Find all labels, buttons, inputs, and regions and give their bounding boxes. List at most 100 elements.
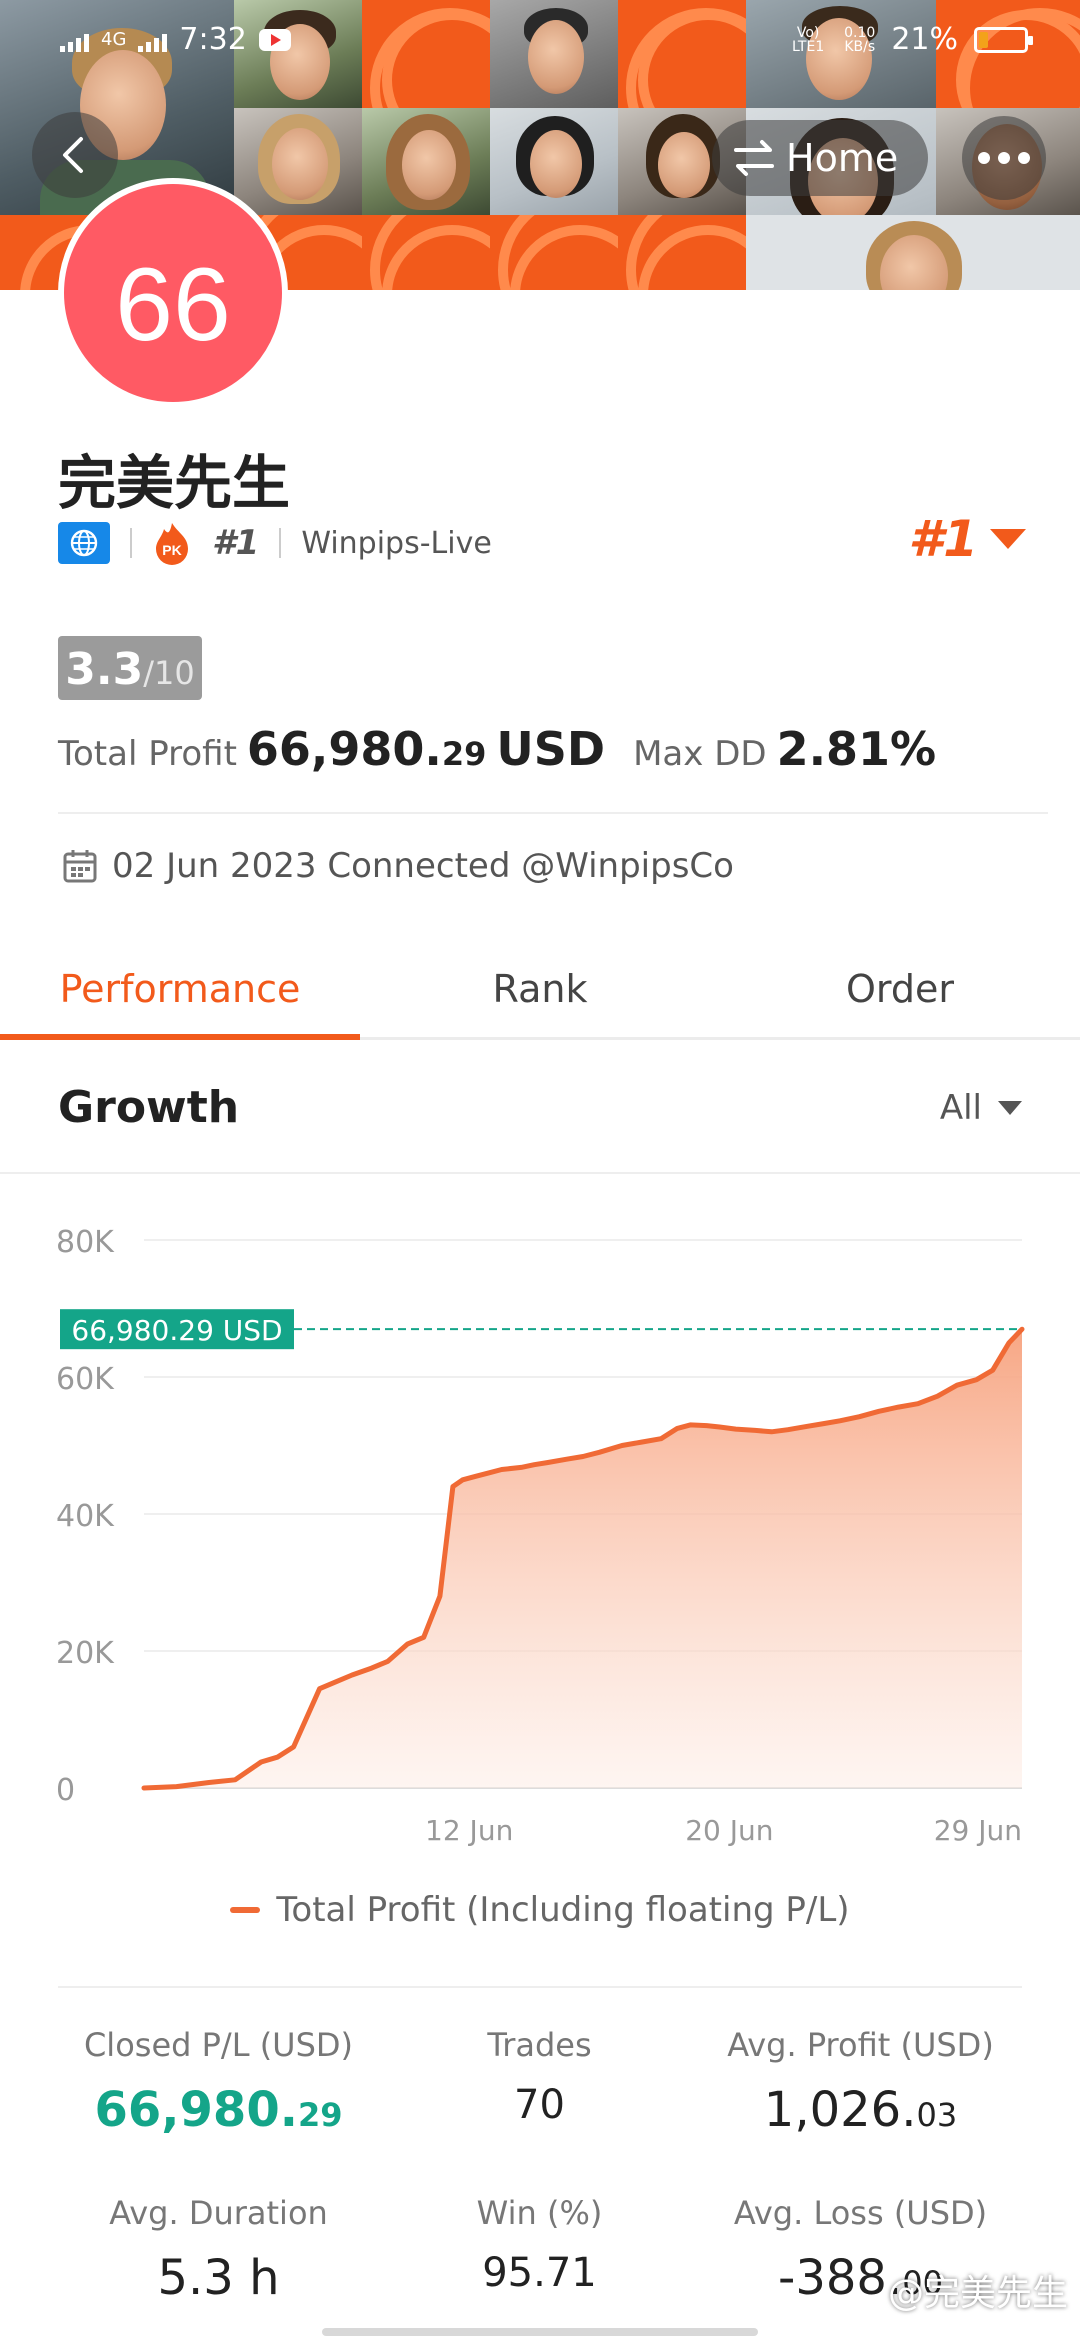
stat-value: 1,026.03	[763, 2082, 958, 2138]
tab-order[interactable]: Order	[846, 966, 954, 1011]
orange-tile	[618, 215, 746, 290]
trader-photo-6	[490, 108, 618, 215]
trader-photo-3	[234, 108, 362, 215]
total-profit-label: Total Profit	[58, 734, 237, 774]
connected-info: 02 Jun 2023 Connected @WinpipsCo	[62, 846, 734, 886]
trader-photo-5	[490, 0, 618, 108]
y-tick-label: 80K	[56, 1225, 115, 1260]
stat-label: Closed P/L (USD)	[83, 2026, 354, 2064]
watermark: @完美先生	[887, 2273, 1068, 2314]
svg-text:PK: PK	[162, 542, 181, 558]
stat-value: 70	[514, 2082, 565, 2128]
tab-bar: Performance Rank Order	[0, 940, 1080, 1040]
divider	[130, 528, 132, 558]
score-max: /10	[143, 654, 195, 692]
legend-label: Total Profit (Including floating P/L)	[276, 1890, 850, 1930]
pk-fire-icon: PK	[152, 521, 192, 565]
network-type: 4G	[101, 28, 127, 50]
network-speed-value: 0.10	[844, 24, 876, 41]
calendar-icon	[63, 850, 97, 883]
total-profit-value: 66,980.29	[247, 722, 487, 776]
stat-value: 5.3 h	[157, 2250, 280, 2306]
home-button-label: Home	[786, 136, 899, 180]
more-options-button[interactable]	[962, 116, 1046, 200]
volte-indicator: Vo) LTE1	[792, 24, 825, 55]
legend-swatch	[230, 1907, 261, 1913]
orange-tile	[618, 0, 746, 108]
broker-name[interactable]: Winpips-Live	[301, 525, 492, 561]
orange-tile	[490, 215, 618, 290]
orange-tile	[362, 0, 490, 108]
avatar[interactable]: 66	[58, 178, 288, 408]
rank-dropdown[interactable]: #1	[908, 510, 1026, 568]
tab-rank[interactable]: Rank	[492, 966, 588, 1011]
stat-value: 66,980.29	[94, 2082, 343, 2138]
home-button[interactable]: Home	[712, 120, 929, 196]
growth-filter-dropdown[interactable]: All	[940, 1088, 1022, 1128]
orange-tile	[362, 215, 490, 290]
battery-icon	[974, 26, 1033, 53]
connected-text: 02 Jun 2023 Connected @WinpipsCo	[112, 846, 734, 886]
avatar-number: 66	[115, 247, 231, 363]
profit-summary: Total Profit 66,980.29 USD Max DD 2.81%	[58, 722, 936, 776]
home-indicator[interactable]	[322, 2328, 758, 2336]
max-dd-label: Max DD	[633, 734, 767, 774]
stat-label: Trades	[487, 2026, 592, 2064]
growth-header: Growth All	[0, 1046, 1080, 1174]
battery-percent: 21%	[891, 22, 958, 57]
stat-label: Win (%)	[476, 2194, 603, 2232]
status-bar: 4G 7:32 Vo) LTE1 0.10 KB/s 21%	[0, 0, 1080, 80]
growth-chart[interactable]: 0 20K 40K 60K 80K 12 Jun 20 Jun 29 Jun 66,980.29…	[0, 1180, 1080, 1860]
stat-avg-duration: Avg. Duration 5.3 h	[58, 2194, 379, 2306]
stat-closed-pl: Closed P/L (USD) 66,980.29	[58, 2026, 379, 2138]
more-dots-icon	[978, 152, 990, 164]
trader-photo-4	[362, 108, 490, 215]
stat-avg-profit: Avg. Profit (USD) 1,026.03	[700, 2026, 1021, 2138]
x-tick-label: 12 Jun	[425, 1814, 513, 1847]
signal-icon	[138, 28, 168, 52]
youtube-icon	[258, 28, 291, 51]
chevron-left-icon	[63, 137, 83, 173]
clock: 7:32	[179, 22, 247, 57]
tab-performance[interactable]: Performance	[0, 940, 360, 1040]
divider	[58, 812, 1048, 814]
caret-down-icon	[990, 529, 1026, 549]
pk-rank: #1	[212, 523, 260, 563]
signal-icon	[60, 28, 89, 52]
total-profit-cents: 29	[441, 735, 487, 773]
y-tick-label: 40K	[56, 1499, 115, 1534]
orange-tile	[936, 0, 1080, 108]
trader-name: 完美先生	[58, 449, 291, 517]
caret-down-icon	[998, 1101, 1022, 1115]
x-tick-label: 29 Jun	[934, 1814, 1022, 1847]
series-line	[141, 1326, 1025, 1791]
total-profit-unit: USD	[496, 722, 606, 776]
stat-win-rate: Win (%) 95.71	[379, 2194, 700, 2296]
stat-value: -388.00	[778, 2250, 943, 2306]
stat-value: 95.71	[482, 2250, 597, 2296]
current-value-label: 66,980.29 USD	[71, 1314, 282, 1347]
current-value-badge	[60, 1309, 294, 1350]
growth-title: Growth	[58, 1082, 240, 1133]
trader-photo-11	[746, 215, 1080, 290]
network-speed-unit: KB/s	[844, 38, 876, 55]
total-profit-main: 66,980.	[246, 722, 442, 776]
stats-grid: Closed P/L (USD) 66,980.29 Trades 70 Avg…	[58, 1986, 1022, 2306]
stat-label: Avg. Loss (USD)	[733, 2194, 988, 2232]
trader-meta: PK #1 Winpips-Live	[58, 518, 492, 568]
y-tick-label: 0	[56, 1773, 75, 1808]
growth-filter-value: All	[939, 1088, 982, 1128]
y-tick-label: 20K	[56, 1636, 115, 1671]
chart-legend[interactable]: Total Profit (Including floating P/L)	[0, 1890, 1080, 1930]
score-value: 3.3	[65, 644, 144, 695]
swap-icon	[734, 140, 774, 176]
divider	[279, 528, 282, 558]
back-button[interactable]	[32, 112, 118, 198]
x-tick-label: 20 Jun	[685, 1814, 773, 1847]
stat-label: Avg. Profit (USD)	[727, 2026, 994, 2064]
globe-icon	[58, 522, 110, 564]
network-speed: 0.10 KB/s	[844, 26, 875, 54]
series-area	[144, 1329, 1022, 1788]
max-dd-value: 2.81%	[776, 722, 937, 776]
rank-value: #1	[908, 510, 978, 568]
